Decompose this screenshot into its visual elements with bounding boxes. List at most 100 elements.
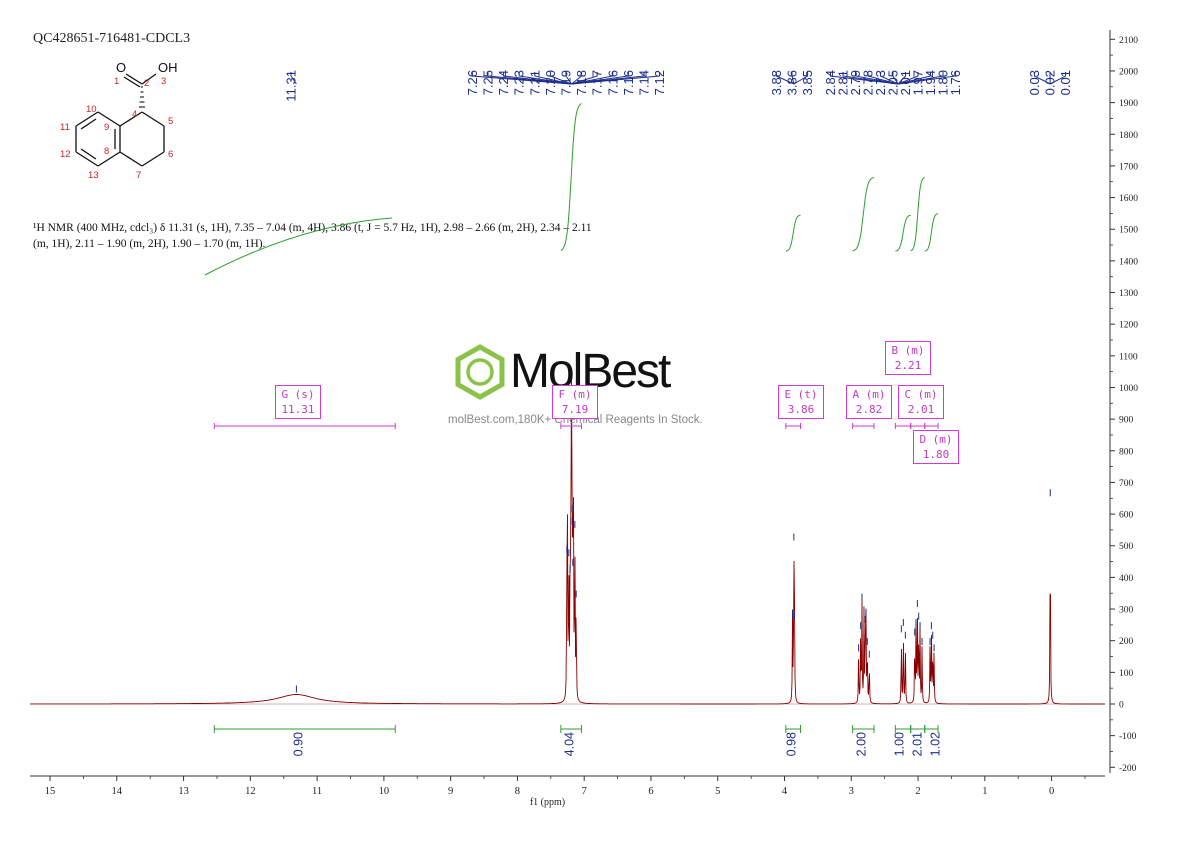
multiplet-name: B (m) (891, 344, 925, 357)
peak-shift-label: 0.01 (1058, 70, 1073, 95)
peak-shift-label: 3.86 (785, 70, 800, 95)
integral-curve (785, 214, 801, 252)
y-tick-label: 1000 (1119, 384, 1138, 394)
multiplet-label-box: D (m) 1.80 (913, 430, 959, 464)
peak-shift-label: 1.97 (911, 70, 926, 95)
peak-shift-label: 2.78 (861, 70, 876, 95)
peak-label-connector (791, 72, 795, 85)
atom-number-8: 8 (104, 146, 109, 157)
y-tick-label: 200 (1119, 637, 1134, 647)
peak-label-connector (290, 72, 297, 85)
molbest-logo: MolBest (452, 342, 752, 404)
multiplet-label-box: E (t) 3.86 (778, 385, 824, 419)
peak-label-connector (897, 72, 906, 85)
peak-label-connector (571, 72, 614, 85)
y-tick-label: 300 (1119, 606, 1134, 616)
multiplet-name: F (m) (558, 388, 592, 401)
x-tick-label: 5 (715, 786, 720, 797)
atom-number-7: 7 (136, 170, 141, 181)
peak-shift-label: 2.73 (873, 70, 888, 95)
peak-shift-label: 7.17 (590, 70, 605, 95)
x-tick-label: 14 (112, 786, 123, 797)
integral-value-label: 0.90 (292, 732, 306, 756)
logo-tagline: molBest.com,180K+ Chemical Reagents In S… (448, 414, 703, 426)
molecule-structure: O OH 1 2 3 4 5 6 7 8 9 10 11 12 13 (60, 60, 178, 181)
y-tick-label: 1700 (1119, 162, 1138, 172)
multiplet-name: A (m) (852, 388, 886, 401)
multiplet-shift: 7.19 (561, 403, 589, 416)
multiplet-shift: 1.80 (922, 448, 950, 461)
peak-label-connector (880, 72, 899, 85)
integral-value-label: 0.98 (785, 732, 799, 756)
peak-shift-label: 7.19 (559, 70, 574, 95)
atom-number-3: 3 (161, 76, 166, 87)
y-tick-label: 1300 (1119, 289, 1138, 299)
multiplet-name: D (m) (919, 433, 953, 446)
y-tick-label: -100 (1119, 732, 1137, 742)
atom-number-5: 5 (168, 116, 173, 127)
multiplet-shift: 2.21 (894, 359, 922, 372)
y-tick-label: 400 (1119, 574, 1134, 584)
y-tick-label: 1200 (1119, 321, 1138, 331)
nmr-description: ¹H NMR (400 MHz, cdcl₃) δ 11.31 (s, 1H),… (33, 222, 592, 250)
peak-label-connector (793, 72, 809, 85)
peak-label-connector (571, 72, 629, 85)
peak-label-connector (897, 72, 919, 85)
peak-label-connector (565, 72, 572, 85)
x-tick-label: 8 (515, 786, 520, 797)
multiplet-shift: 2.82 (855, 403, 883, 416)
y-tick-label: 1100 (1119, 352, 1138, 362)
integral-curve (895, 214, 911, 252)
peak-label-connector (571, 72, 661, 85)
peak-label-connector (534, 72, 572, 85)
x-tick-label: 1 (982, 786, 987, 797)
y-tick-label: 600 (1119, 511, 1134, 521)
integral-curve (560, 103, 582, 251)
y-tick-label: 1800 (1119, 131, 1138, 141)
x-tick-label: 9 (448, 786, 453, 797)
integral-value-label: 1.00 (893, 732, 907, 756)
peak-shift-label: 11.31 (284, 70, 299, 102)
multiplet-name: C (m) (904, 388, 938, 401)
x-axis-title: f1 (ppm) (530, 797, 565, 808)
peak-label-connector (1033, 72, 1051, 85)
y-tick-label: 1600 (1119, 194, 1138, 204)
y-tick-label: 2100 (1119, 36, 1138, 46)
peak-label-connector (842, 72, 899, 85)
x-tick-label: 0 (1049, 786, 1054, 797)
peak-shift-label: 2.05 (886, 70, 901, 95)
peak-shift-label: 7.20 (543, 70, 558, 95)
peak-label-connector (571, 72, 598, 85)
x-tick-label: 7 (582, 786, 587, 797)
peak-label-connector (775, 72, 795, 85)
integral-value-label: 1.02 (929, 732, 943, 756)
peak-label-connector (503, 72, 572, 85)
integral-value-label: 2.01 (911, 732, 925, 756)
benzene-logo-icon (455, 344, 505, 400)
x-tick-label: 6 (648, 786, 653, 797)
peak-shift-label: 3.85 (800, 70, 815, 95)
atom-number-9: 9 (104, 122, 109, 133)
integral-value-label: 4.04 (563, 732, 577, 756)
y-tick-label: 1500 (1119, 226, 1138, 236)
x-tick-label: 13 (178, 786, 189, 797)
hydroxyl-label: OH (158, 60, 178, 75)
x-tick-label: 12 (245, 786, 256, 797)
multiplet-label-box: G (s) 11.31 (275, 385, 321, 419)
x-tick-label: 4 (782, 786, 788, 797)
integral-curve (204, 217, 393, 276)
x-tick-label: 10 (379, 786, 390, 797)
y-tick-label: 100 (1119, 669, 1134, 679)
atom-number-10: 10 (86, 104, 97, 115)
peak-shift-label: 1.94 (923, 70, 938, 95)
y-tick-label: 1400 (1119, 257, 1138, 267)
x-tick-label: 15 (45, 786, 56, 797)
peak-shift-label: 3.88 (769, 70, 784, 95)
y-tick-label: 700 (1119, 479, 1134, 489)
peak-label-connector (518, 72, 572, 85)
y-tick-label: 800 (1119, 447, 1134, 457)
atom-number-12: 12 (60, 149, 71, 160)
peak-label-connector (855, 72, 899, 85)
oxygen-label: O (116, 60, 126, 75)
sample-id: QC428651-716481-CDCL3 (33, 31, 191, 46)
